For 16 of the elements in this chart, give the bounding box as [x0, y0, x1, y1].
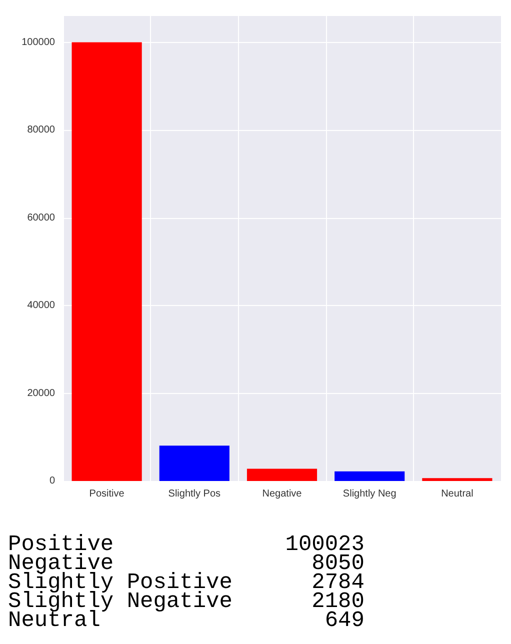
y-tick-label: 80000: [27, 124, 56, 136]
y-tick-label: 20000: [27, 388, 56, 399]
bar: [422, 478, 492, 481]
x-tick-label: Slightly Neg: [342, 488, 396, 500]
x-tick-label: Negative: [262, 488, 302, 500]
y-tick-label: 60000: [27, 212, 56, 224]
bar: [334, 471, 405, 481]
x-tick-label: Slightly Pos: [168, 488, 221, 500]
y-tick-label: 40000: [27, 300, 56, 312]
x-tick-label: Positive: [89, 488, 125, 500]
bar: [246, 468, 318, 481]
x-tick-label: Neutral: [441, 488, 474, 500]
y-tick-label: 100000: [22, 36, 56, 48]
bar: [159, 446, 230, 481]
y-tick-label: 0: [49, 476, 56, 486]
bar: [72, 42, 142, 481]
